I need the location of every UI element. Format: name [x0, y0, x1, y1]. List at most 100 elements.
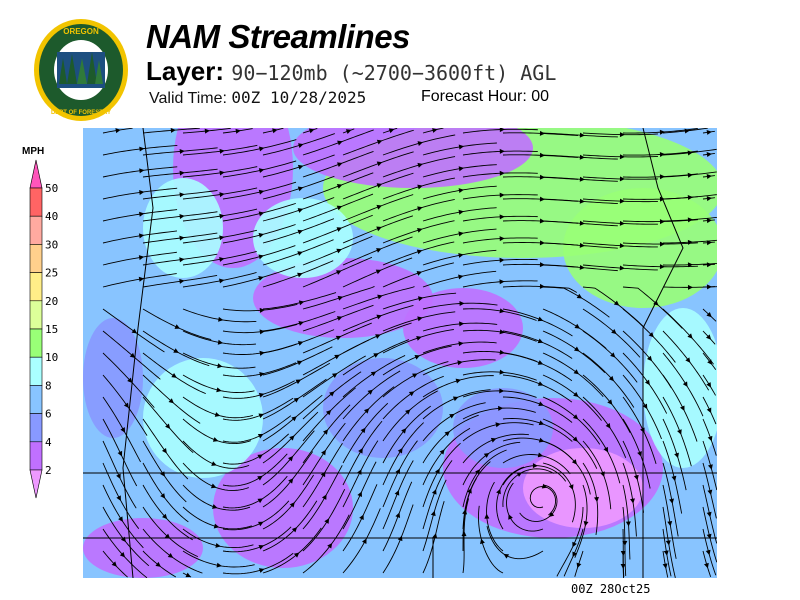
streamline-arrow — [397, 447, 403, 454]
streamline-arrow — [321, 449, 326, 456]
streamline-arrow — [574, 346, 580, 352]
streamline-arrow — [358, 447, 363, 454]
streamline-arrow — [579, 132, 585, 138]
streamline-arrow — [138, 255, 145, 261]
streamline-arrow — [499, 329, 505, 335]
wind-speed-region — [643, 308, 717, 468]
streamline-arrow — [706, 174, 712, 180]
streamline-arrow — [659, 241, 665, 247]
streamline-arrow — [337, 162, 343, 168]
streamline-arrow — [173, 348, 179, 353]
legend-swatch — [29, 356, 43, 386]
legend-label: 40 — [45, 210, 58, 223]
streamline-arrow — [174, 324, 181, 329]
streamline-arrow — [603, 446, 609, 453]
streamline-arrow — [432, 533, 438, 539]
streamline-arrow — [687, 262, 693, 268]
streamline-arrow — [168, 398, 174, 404]
streamline-arrow — [574, 323, 581, 329]
streamline-arrow — [679, 405, 685, 412]
streamline-arrow — [376, 161, 383, 167]
streamline-arrow — [572, 436, 578, 442]
streamline-arrow — [179, 278, 185, 284]
streamline-arrow — [499, 236, 505, 242]
streamline-arrow — [684, 128, 690, 134]
streamline-arrow — [633, 474, 639, 481]
streamline-arrow — [394, 490, 400, 496]
streamline-arrow — [217, 339, 224, 345]
streamline-arrow — [620, 563, 626, 569]
streamline-arrow — [539, 262, 545, 268]
streamline-arrow — [258, 254, 264, 260]
svg-text:DEPT OF FORESTRY: DEPT OF FORESTRY — [51, 110, 111, 116]
streamline-arrow — [297, 272, 303, 278]
streamline-arrow — [336, 316, 343, 321]
streamline-arrow — [611, 328, 617, 335]
streamline-arrow — [258, 413, 265, 419]
streamline-arrow — [461, 531, 467, 537]
streamline-arrow — [322, 429, 329, 435]
streamline-arrow — [499, 192, 505, 198]
streamline-arrow — [297, 229, 304, 235]
streamline-arrow — [619, 198, 625, 204]
streamline-arrow — [417, 206, 423, 212]
streamline-arrow — [395, 468, 400, 475]
streamline-arrow — [659, 264, 665, 270]
streamline-arrow — [295, 379, 302, 385]
streamline-arrow — [579, 176, 585, 182]
streamline-arrow — [257, 521, 264, 527]
streamline-arrow — [367, 389, 373, 395]
streamline-arrow — [579, 264, 585, 270]
streamline-arrow — [356, 469, 362, 475]
streamline-map — [83, 128, 717, 578]
streamline-arrow — [687, 172, 693, 178]
streamline-arrow — [458, 209, 464, 215]
streamline-arrow — [600, 471, 605, 477]
legend-swatch — [29, 300, 43, 330]
streamline-arrow — [532, 463, 538, 469]
streamline-arrow — [499, 214, 505, 220]
streamline-arrow — [155, 561, 161, 567]
streamline-arrow — [625, 521, 631, 527]
streamline-arrow — [171, 372, 177, 378]
streamline-arrow — [707, 464, 713, 470]
streamline-arrow — [129, 352, 136, 358]
streamline-arrow — [345, 129, 352, 134]
streamline-arrow — [170, 128, 176, 133]
streamline-arrow — [435, 468, 440, 475]
streamline-arrow — [298, 143, 304, 148]
streamline-arrow — [475, 469, 481, 475]
streamline-arrow — [573, 391, 579, 398]
streamline-arrow — [257, 498, 264, 504]
streamline-arrow — [259, 329, 265, 335]
streamline-arrow — [376, 248, 382, 253]
streamline-arrow — [257, 434, 264, 439]
legend-label: 8 — [45, 379, 52, 392]
streamline-arrow — [375, 334, 381, 339]
streamline-arrow — [662, 563, 668, 569]
streamline-arrow — [669, 498, 675, 504]
streamline-arrow — [430, 510, 436, 517]
streamline-arrow — [214, 412, 221, 417]
streamline-arrow — [259, 307, 265, 313]
streamline-arrow — [539, 152, 545, 158]
streamline-arrow — [537, 452, 544, 458]
streamline-arrow — [539, 283, 545, 289]
streamline-arrow — [431, 489, 437, 495]
legend-unit: MPH — [22, 146, 44, 157]
streamline-arrow — [572, 541, 577, 548]
streamline-arrow — [653, 300, 659, 306]
streamline-arrow — [707, 489, 713, 496]
streamline-arrow — [359, 514, 364, 521]
streamline-arrow — [579, 242, 585, 248]
streamline-arrow — [706, 196, 712, 202]
streamline-arrow — [212, 437, 219, 442]
wind-speed-legend: MPH 50 40 30 25 20 15 10 8 6 4 2 — [22, 146, 58, 499]
streamline-arrow — [576, 562, 582, 569]
streamline-arrow — [111, 561, 117, 567]
streamline-arrow — [458, 274, 464, 280]
streamline-arrow — [706, 284, 712, 290]
streamline-arrow — [139, 146, 145, 152]
streamline-arrow — [376, 183, 383, 188]
streamline-arrow — [706, 533, 712, 540]
